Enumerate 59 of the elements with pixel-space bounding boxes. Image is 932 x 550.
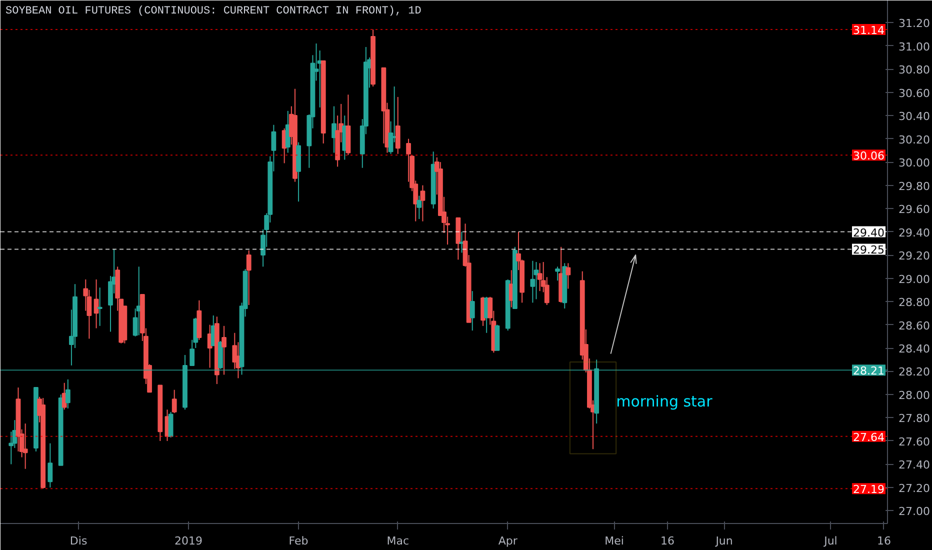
y-tick-label: 29.80 xyxy=(898,180,930,193)
y-tick-label: 29.20 xyxy=(898,250,930,263)
y-tick-label: 31.20 xyxy=(898,17,930,30)
y-tick-label: 28.60 xyxy=(898,319,930,332)
y-tick-label: 31.00 xyxy=(898,40,930,54)
x-tick-label: Jun xyxy=(714,534,733,548)
candlestick xyxy=(566,262,571,290)
y-tick-label: 30.20 xyxy=(898,133,930,146)
x-tick-label: 2019 xyxy=(174,534,203,548)
candlestick xyxy=(222,325,226,376)
x-tick-label: Mei xyxy=(604,534,624,548)
chart-title: SOYBEAN OIL FUTURES (CONTINUOUS: CURRENT CONTRACT IN FRONT), 1D xyxy=(6,6,422,18)
candlestick xyxy=(246,250,252,306)
candlestick xyxy=(48,442,53,488)
x-tick-label: Dis xyxy=(70,534,88,548)
y-tick-label: 27.40 xyxy=(898,458,930,472)
candlestick xyxy=(555,266,560,282)
candlestick xyxy=(168,411,174,438)
ref-line-label: 28.21 xyxy=(853,364,885,378)
y-tick-label: 30.60 xyxy=(898,86,930,100)
ref-line-label: 29.25 xyxy=(853,244,885,257)
candlestick xyxy=(395,96,400,154)
y-tick-label: 30.40 xyxy=(898,110,930,124)
x-tick-label: Apr xyxy=(498,534,518,548)
y-tick-label: 28.20 xyxy=(898,366,930,379)
y-tick-label: 28.80 xyxy=(898,296,930,310)
ref-line-label: 31.14 xyxy=(853,24,885,38)
candlestick xyxy=(65,378,70,409)
y-tick-label: 28.40 xyxy=(898,342,930,356)
ref-line-label: 30.06 xyxy=(853,150,885,163)
candlestick xyxy=(420,184,426,222)
ref-line-label: 27.19 xyxy=(853,483,885,496)
y-tick-label: 27.80 xyxy=(898,412,930,426)
y-tick-label: 28.00 xyxy=(898,388,930,402)
x-tick-label: Jul xyxy=(823,534,838,548)
candlestick xyxy=(470,290,475,332)
candlestick xyxy=(172,389,177,414)
x-tick-label: Feb xyxy=(288,534,308,548)
y-tick-label: 30.00 xyxy=(898,156,930,170)
x-tick-label: 16 xyxy=(660,534,675,548)
x-tick-label: Mac xyxy=(386,534,410,548)
annotation: morning star xyxy=(616,392,714,410)
candlestick xyxy=(22,423,28,470)
y-tick-label: 29.00 xyxy=(898,272,930,286)
y-tick-label: 30.80 xyxy=(898,64,930,77)
y-tick-label: 27.20 xyxy=(898,482,930,495)
candlestick xyxy=(94,278,99,329)
candlestick xyxy=(534,262,539,300)
candlestick xyxy=(537,262,542,292)
y-tick-label: 29.60 xyxy=(898,203,930,216)
candlestick xyxy=(530,260,536,304)
y-tick-label: 29.40 xyxy=(898,226,930,240)
candlestick xyxy=(416,195,422,220)
candlestick xyxy=(97,287,102,326)
x-tick-label: 16 xyxy=(876,534,891,548)
y-tick-label: 27.60 xyxy=(898,435,930,448)
ref-line-label: 29.40 xyxy=(853,226,885,240)
y-tick-label: 27.00 xyxy=(898,505,930,518)
ref-line-label: 27.64 xyxy=(853,430,885,444)
